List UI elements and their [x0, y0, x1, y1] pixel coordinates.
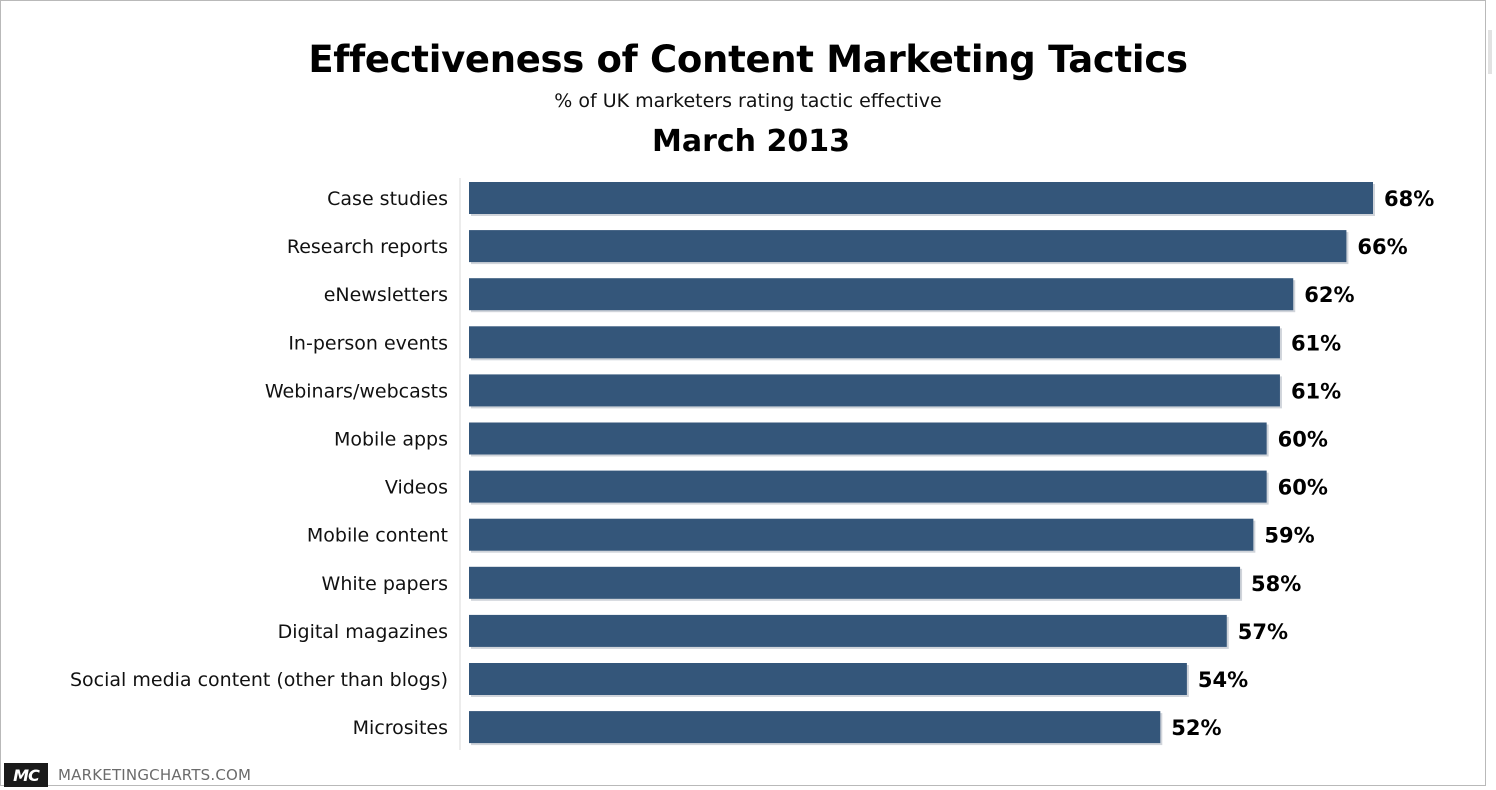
- bar: [469, 278, 1294, 311]
- value-label: 58%: [1251, 572, 1301, 596]
- category-label: Videos: [385, 477, 448, 499]
- value-label: 57%: [1238, 620, 1288, 644]
- value-label: 59%: [1264, 524, 1314, 548]
- source-text: MARKETINGCHARTS.COM: [58, 766, 252, 784]
- category-label: Research reports: [287, 236, 448, 258]
- value-label: 68%: [1384, 187, 1434, 211]
- source-footer: MC MARKETINGCHARTS.COM: [4, 762, 251, 788]
- value-label: 54%: [1198, 668, 1248, 692]
- bar-series: Case studies 68% Research reports 66% eNewsl…: [70, 182, 1434, 746]
- value-label: 60%: [1278, 476, 1328, 500]
- category-label: Microsites: [353, 717, 448, 739]
- value-label: 52%: [1171, 716, 1221, 740]
- bar: [469, 566, 1241, 599]
- chart-subtitle: % of UK marketers rating tactic effectiv…: [554, 90, 942, 112]
- bar: [469, 518, 1254, 551]
- chart-title: Effectiveness of Content Marketing Tacti…: [308, 38, 1188, 81]
- category-label: eNewsletters: [324, 284, 448, 306]
- value-label: 60%: [1278, 428, 1328, 452]
- category-label: Mobile content: [307, 525, 448, 547]
- category-label: White papers: [322, 573, 448, 595]
- category-label: Mobile apps: [334, 429, 448, 451]
- category-label: Digital magazines: [278, 621, 448, 643]
- value-label: 61%: [1291, 379, 1341, 403]
- bar: [469, 374, 1280, 407]
- window-edge-divider: [1488, 30, 1492, 74]
- chart-period: March 2013: [652, 124, 850, 159]
- category-label: Social media content (other than blogs): [70, 669, 448, 691]
- bar: [469, 182, 1373, 214]
- category-label: Case studies: [327, 188, 448, 210]
- value-label: 62%: [1304, 283, 1354, 307]
- category-label: In-person events: [288, 332, 448, 354]
- bar: [469, 663, 1187, 695]
- marketingcharts-logo: MC: [4, 763, 48, 787]
- value-label: 61%: [1291, 331, 1341, 355]
- category-label: Webinars/webcasts: [265, 380, 448, 402]
- bar: [469, 711, 1161, 744]
- bar: [469, 422, 1267, 455]
- value-label: 66%: [1357, 235, 1407, 259]
- bar: [469, 326, 1280, 359]
- bar: [469, 614, 1227, 647]
- bar: [469, 470, 1267, 503]
- bar: [469, 230, 1347, 263]
